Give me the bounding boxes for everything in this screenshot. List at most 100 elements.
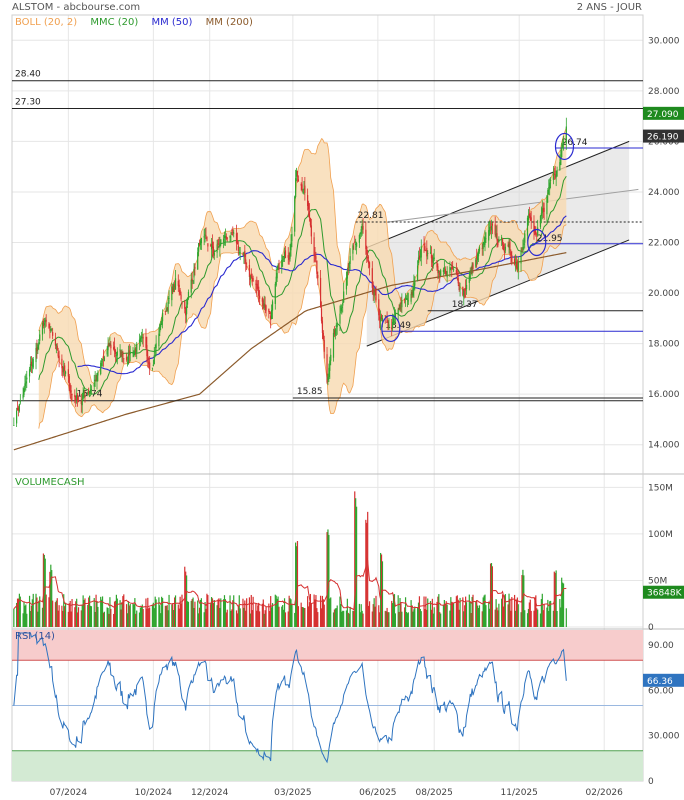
legend-mm200[interactable]: MM (200)	[205, 17, 253, 28]
candle-body	[371, 268, 373, 288]
price-badge-26.190: 26.190	[647, 133, 679, 143]
candle-body	[536, 233, 538, 235]
volume-bar	[146, 608, 148, 627]
volume-bar	[334, 608, 336, 627]
candle-body	[278, 263, 280, 270]
candle-body	[206, 236, 208, 241]
volume-bar	[419, 608, 421, 627]
price-badge-26.190-bg	[643, 129, 684, 143]
candle-body	[523, 243, 525, 245]
volume-bar	[93, 598, 95, 627]
candle-body	[35, 347, 37, 363]
candle-body	[386, 316, 388, 323]
candle-body	[555, 174, 557, 178]
candle-body	[481, 248, 483, 250]
volume-bar	[55, 600, 57, 627]
date-tick-label: 08/2025	[416, 788, 453, 798]
volume-bar	[322, 599, 324, 627]
candle-body	[250, 273, 252, 278]
volume-bar	[206, 593, 208, 627]
candle-body	[330, 354, 332, 361]
volume-bar	[56, 598, 58, 627]
candle-body	[515, 262, 518, 268]
volume-bar	[339, 596, 341, 627]
volume-bar	[438, 594, 440, 627]
candle-body	[517, 262, 519, 271]
candle-body	[236, 240, 239, 245]
volume-bar	[513, 594, 516, 627]
volume-bar	[536, 608, 538, 627]
volume-bar	[560, 607, 562, 627]
candle-body	[67, 369, 69, 377]
volume-bar	[29, 611, 32, 627]
candle-body	[323, 340, 325, 352]
volume-bar	[80, 610, 82, 627]
volume-bar	[121, 602, 123, 627]
volume-bar	[458, 609, 460, 627]
volume-bar	[494, 609, 496, 627]
legend-boll[interactable]: BOLL (20, 2)	[15, 17, 78, 28]
volume-bar	[135, 613, 137, 627]
volume-bar	[207, 595, 209, 627]
volume-bar	[63, 594, 65, 627]
volume-bar	[361, 610, 363, 627]
candle-body	[471, 264, 473, 275]
date-tick-label: 02/2026	[586, 788, 624, 798]
volume-bar	[108, 613, 110, 627]
candle-body	[114, 350, 117, 355]
volume-bar	[275, 595, 277, 627]
volume-bar	[179, 596, 181, 627]
candle-body	[348, 263, 350, 269]
volume-bar	[543, 604, 545, 627]
candle-body	[345, 277, 348, 290]
volume-bar	[76, 612, 79, 627]
volume-bar	[193, 607, 195, 627]
rsi-tick-label: 30.000	[648, 732, 680, 742]
volume-bar	[102, 612, 105, 627]
volume-bar	[498, 603, 500, 627]
candle-body	[24, 383, 26, 387]
legend-mmc20[interactable]: MMC (20)	[90, 17, 139, 28]
candle-body	[56, 345, 58, 350]
candle-body	[368, 260, 370, 264]
candle-body	[219, 242, 221, 248]
candle-body	[224, 235, 227, 239]
legend-mm50[interactable]: MM (50)	[151, 17, 193, 28]
candle-body	[38, 342, 40, 346]
volume-bar	[194, 601, 196, 627]
candle-body	[443, 267, 445, 269]
volume-bar	[527, 608, 530, 627]
volume-bar	[303, 607, 305, 627]
candle-body	[507, 244, 509, 247]
volume-bar	[443, 599, 445, 627]
volume-bar	[64, 606, 66, 627]
candle-body	[101, 360, 103, 362]
candle-body	[375, 290, 377, 301]
candle-body	[501, 238, 504, 245]
candle-body	[411, 292, 413, 296]
volume-bar	[148, 608, 150, 627]
volume-bar	[114, 600, 117, 627]
volume-bar	[559, 598, 561, 627]
volume-bar	[173, 609, 175, 627]
volume-bar	[368, 601, 371, 627]
candle-body	[554, 174, 556, 175]
volume-bar	[321, 595, 324, 627]
volume-bar	[67, 611, 69, 627]
volume-bar	[290, 599, 292, 627]
volume-bar	[356, 506, 358, 627]
candle-body	[488, 230, 490, 241]
candle-body	[258, 295, 261, 299]
volume-bar	[398, 611, 400, 627]
candle-body	[116, 351, 118, 356]
price-tick-label: 24.000	[648, 188, 680, 198]
candle-body	[343, 291, 345, 303]
volume-bar	[526, 613, 529, 627]
candle-body	[451, 266, 453, 269]
volume-bar	[471, 596, 473, 627]
volume-bar	[142, 608, 144, 627]
candle-body	[168, 297, 170, 299]
candle-body	[450, 268, 452, 270]
volume-bar	[119, 600, 121, 627]
candle-body	[257, 286, 259, 288]
